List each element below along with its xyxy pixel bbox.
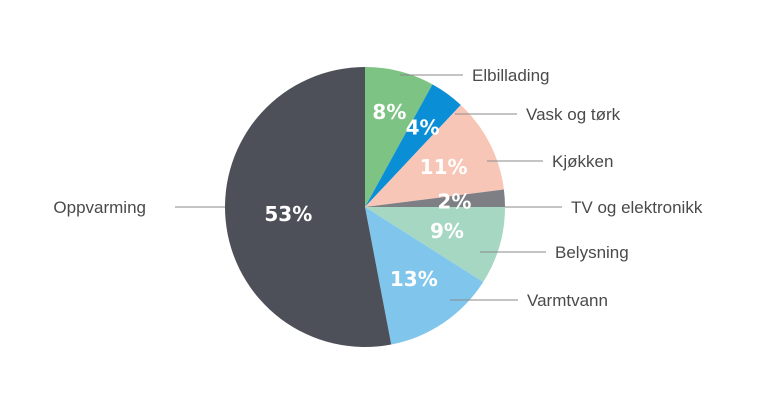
pie-slice-elbillading <box>365 67 433 207</box>
pie-slice-tv-og-elektronikk <box>365 189 505 207</box>
pie-slice-belysning <box>365 207 505 283</box>
slices-layer <box>224 67 505 347</box>
slice-percent-varmtvann: 13% <box>390 267 438 291</box>
category-label-kjokken: Kjøkken <box>552 152 613 171</box>
pie-slice-vask-og-tork <box>365 84 461 207</box>
slice-percent-tv-og-elektronikk: 2% <box>437 189 471 213</box>
slice-percent-oppvarming: 53% <box>264 202 312 226</box>
leader-lines-layer <box>175 74 562 301</box>
pie-slice-varmtvann <box>365 207 484 345</box>
category-labels-layer: Elbillading Vask og tørk Kjøkken TV og elek… <box>53 66 702 310</box>
category-label-varmtvann: Varmtvann <box>527 291 608 310</box>
slice-percent-kjokken: 11% <box>420 155 468 179</box>
category-label-tv-og-elektronikk: TV og elektronikk <box>571 198 703 217</box>
category-label-belysning: Belysning <box>555 243 629 262</box>
slice-percent-vask-og-tork: 4% <box>406 116 440 140</box>
slice-percent-elbillading: 8% <box>372 100 406 124</box>
slice-labels-layer: 8%4% 11% 2% 9% 13% 53% <box>264 100 471 291</box>
pie-slice-oppvarming <box>224 67 392 347</box>
category-label-elbillading: Elbillading <box>472 66 550 85</box>
slice-percent-belysning: 9% <box>430 219 464 243</box>
pie-slice-kjokken <box>365 104 504 207</box>
category-label-vask-og-tork: Vask og tørk <box>526 105 621 124</box>
category-label-oppvarming: Oppvarming <box>53 198 146 217</box>
